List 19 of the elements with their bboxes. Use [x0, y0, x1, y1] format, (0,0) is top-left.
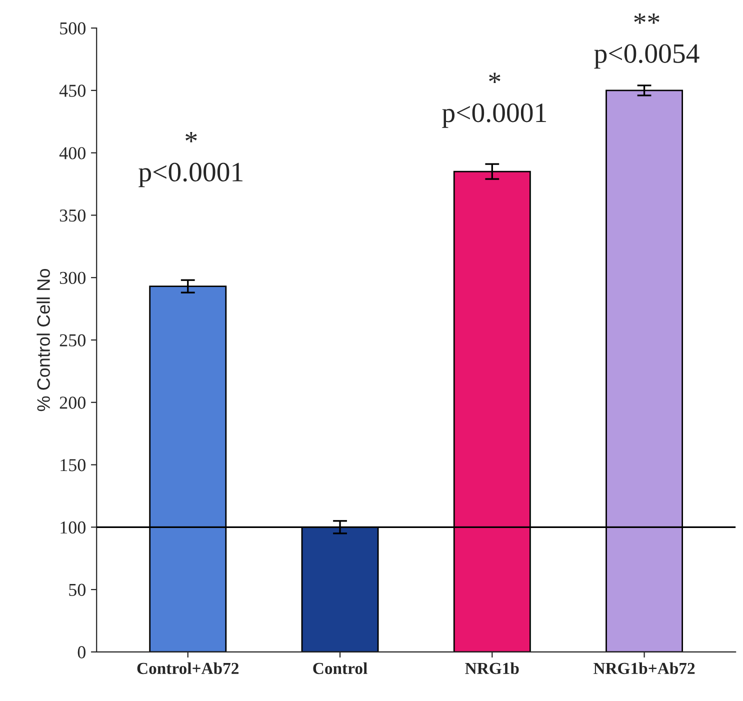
y-tick-label: 150: [60, 459, 86, 472]
annotation: * p<0.0001: [442, 72, 546, 128]
y-tick-label: 0: [78, 646, 86, 658]
y-tick-label: 400: [59, 147, 86, 160]
y-tick-label: 350: [60, 209, 86, 222]
y-axis-title: % Control Cell No: [36, 268, 50, 412]
x-tick-label: Control: [313, 662, 368, 674]
x-tick-label: Control+Ab72: [137, 662, 239, 674]
x-tick-label: NRG1b: [465, 662, 519, 674]
annotation: ** p<0.0054: [594, 14, 700, 69]
y-tick-label: 250: [60, 334, 86, 346]
y-tick-label: 450: [59, 84, 86, 97]
y-tick-label: 100: [60, 521, 86, 534]
y-tick-label: 500: [60, 22, 86, 34]
y-tick-label: 50: [69, 584, 86, 596]
x-tick-label: NRG1b+Ab72: [594, 662, 695, 674]
annotation: * p<0.0001: [138, 132, 242, 188]
y-tick-label: 300: [60, 272, 86, 284]
y-tick-label: 200: [60, 396, 86, 409]
